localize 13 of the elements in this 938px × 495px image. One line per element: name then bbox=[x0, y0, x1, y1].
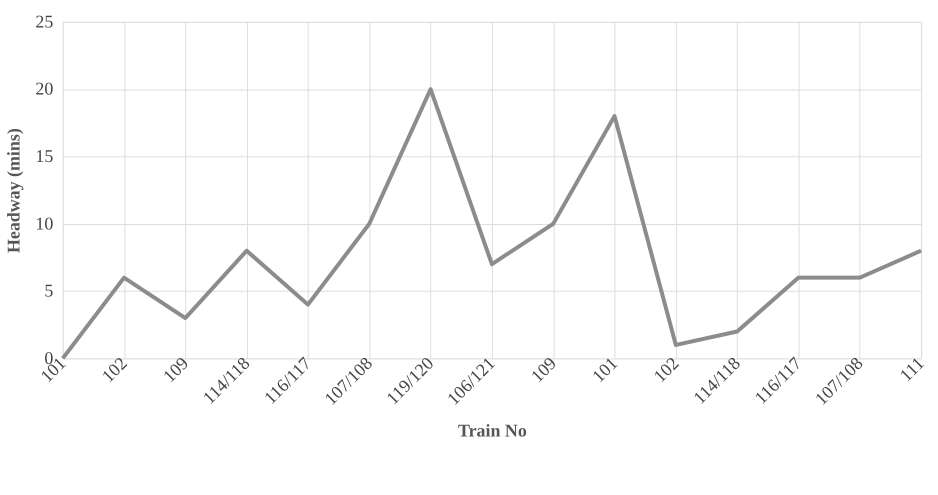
y-tick-label: 10 bbox=[35, 213, 54, 234]
x-tick-label: 111 bbox=[896, 353, 928, 386]
x-tick-label: 101 bbox=[588, 353, 622, 386]
y-tick-label: 20 bbox=[35, 78, 54, 99]
x-tick-label: 109 bbox=[159, 353, 192, 386]
x-tick-label: 102 bbox=[650, 353, 683, 386]
y-tick-label: 25 bbox=[35, 11, 54, 32]
y-axis-title: Headway (mins) bbox=[3, 128, 24, 254]
x-tick-label: 102 bbox=[98, 353, 131, 386]
x-tick-label: 109 bbox=[526, 353, 560, 386]
y-tick-label: 5 bbox=[44, 280, 54, 301]
y-tick-label: 15 bbox=[35, 146, 54, 166]
x-axis-title: Train No bbox=[458, 420, 527, 441]
